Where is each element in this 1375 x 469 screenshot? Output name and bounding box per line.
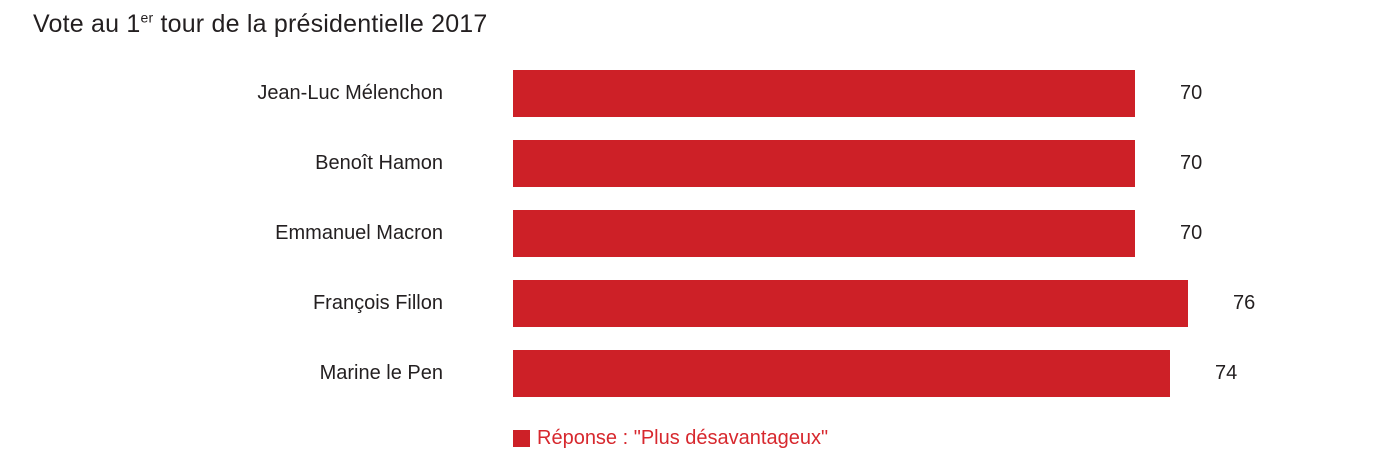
bar-category-label: Emmanuel Macron	[275, 222, 443, 244]
bar-row: Marine le Pen 74	[0, 350, 1375, 397]
chart-page: Vote au 1er tour de la présidentielle 20…	[0, 8, 1375, 469]
bar-category-label: Marine le Pen	[319, 362, 443, 384]
bar-category-label: François Fillon	[312, 292, 443, 314]
bar	[513, 350, 1170, 397]
chart-title-suffix: tour de la présidentielle 2017	[153, 10, 488, 38]
bar-value-label: 70	[1180, 152, 1203, 174]
bar	[513, 140, 1135, 187]
chart-title-superscript: er	[140, 9, 154, 26]
bar-value-label: 74	[1215, 362, 1238, 384]
bar-category-label: Benoît Hamon	[315, 152, 443, 174]
chart-legend: Réponse : "Plus désavantageux"	[513, 427, 1375, 450]
bar-row: Emmanuel Macron 70	[0, 210, 1375, 257]
legend-label: Réponse : "Plus désavantageux"	[537, 427, 829, 449]
bar-value-label: 76	[1233, 292, 1256, 314]
bar-row: François Fillon 76	[0, 280, 1375, 327]
chart-title-prefix: Vote au 1	[33, 10, 141, 38]
bar	[513, 210, 1135, 257]
bar-value-label: 70	[1180, 82, 1203, 104]
bar	[513, 70, 1135, 117]
bar-value-label: 70	[1180, 222, 1203, 244]
chart-title: Vote au 1er tour de la présidentielle 20…	[33, 8, 1375, 40]
bar	[513, 280, 1188, 327]
bar-chart: Jean-Luc Mélenchon 70 Benoît Hamon 70 Emmanu…	[0, 70, 1375, 397]
bar-row: Jean-Luc Mélenchon 70	[0, 70, 1375, 117]
bar-category-label: Jean-Luc Mélenchon	[257, 82, 443, 104]
legend-swatch-icon	[513, 430, 530, 447]
bar-row: Benoît Hamon 70	[0, 140, 1375, 187]
